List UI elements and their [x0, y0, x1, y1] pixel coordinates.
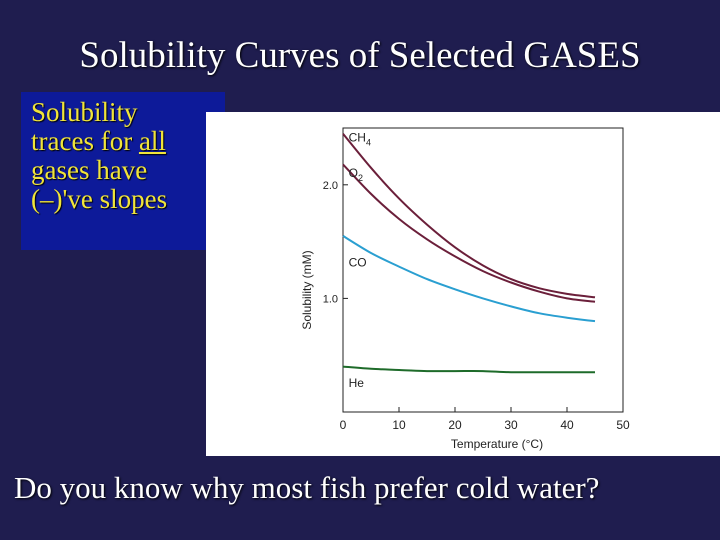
callout-line-1: Solubility — [31, 97, 138, 127]
callout-emphasis: all — [138, 126, 166, 156]
x-tick-label-3: 30 — [504, 418, 518, 432]
series-label-2: CO — [349, 256, 367, 270]
x-tick-label-0: 0 — [340, 418, 347, 432]
series-line-0 — [342, 133, 596, 299]
series-line-1 — [342, 163, 596, 303]
solubility-chart: 0 10 20 30 40 50 1.0 2.0 Temperature (°C) Solubil… — [300, 127, 630, 451]
series-line-3 — [342, 365, 595, 374]
callout-line-3: gases have — [31, 155, 148, 185]
callout-box: Solubility traces for all gases have (–)… — [21, 92, 225, 250]
chart-panel: 0 10 20 30 40 50 1.0 2.0 Temperature (°C) Solubil… — [206, 112, 720, 456]
callout-line-4: (–)'ve slopes — [31, 184, 168, 214]
series-line-2 — [342, 235, 596, 323]
y-axis-label: Solubility (mM) — [300, 250, 314, 329]
x-tick-label-1: 10 — [392, 418, 406, 432]
x-tick-label-5: 50 — [616, 418, 630, 432]
y-tick-label-0: 1.0 — [323, 293, 338, 305]
x-tick-label-2: 20 — [448, 418, 462, 432]
x-tick-label-4: 40 — [560, 418, 574, 432]
series-label-3: He — [349, 376, 365, 390]
x-axis-label: Temperature (°C) — [451, 437, 543, 451]
slide-title: Solubility Curves of Selected GASES — [79, 35, 641, 76]
series-label-1: O2 — [349, 166, 363, 183]
y-tick-label-1: 2.0 — [323, 180, 338, 192]
callout-line-2: traces for all — [31, 127, 225, 156]
question-text: Do you know why most fish prefer cold wa… — [14, 470, 600, 505]
plot-frame — [342, 127, 624, 413]
series-label-0: CH4 — [349, 131, 371, 148]
callout-line-2-text: traces for — [31, 126, 139, 156]
